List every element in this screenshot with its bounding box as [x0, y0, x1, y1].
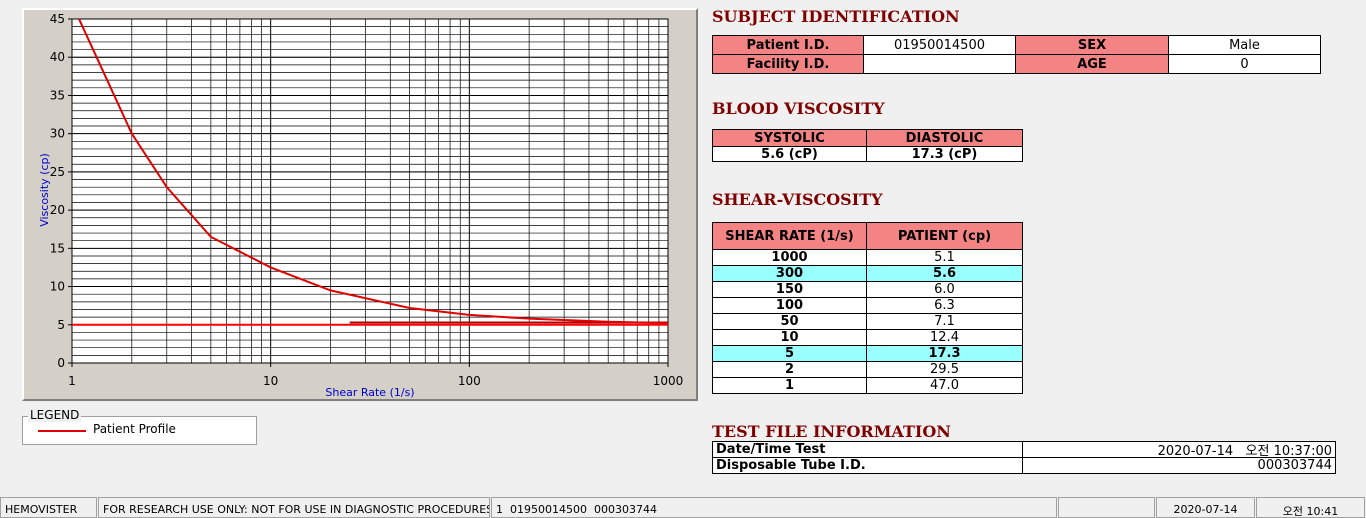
- table-cell: 6.3: [866, 297, 1023, 314]
- data-line: [77, 19, 668, 325]
- chart: Shear Rate (1/s) Viscosity (cp) 0 5 10 15 20…: [38, 12, 684, 399]
- table-cell: 100: [712, 297, 867, 314]
- row-header: AGE: [1015, 54, 1169, 74]
- x-tick-label: 100: [458, 374, 481, 388]
- table-cell: 10: [712, 329, 867, 346]
- table-cell: 47.0: [866, 377, 1023, 394]
- y-tick-label: 30: [50, 127, 65, 141]
- status-panel: 오전 10:41: [1256, 497, 1365, 518]
- table-cell: 6.0: [866, 281, 1023, 298]
- section-title: BLOOD VISCOSITY: [712, 99, 885, 118]
- table-cell: 17.3: [866, 345, 1023, 362]
- table-cell: 50: [712, 313, 867, 330]
- x-axis-label: Shear Rate (1/s): [325, 386, 414, 399]
- y-tick-label: 35: [50, 88, 65, 102]
- column-header: PATIENT (cp): [866, 222, 1023, 250]
- x-tick-label: 10: [263, 374, 278, 388]
- table-cell: 000303744: [1022, 457, 1336, 474]
- table-cell: Disposable Tube I.D.: [712, 457, 1023, 474]
- table-cell: 2020-07-14 오전 10:37:00: [1022, 441, 1336, 458]
- table-cell: 0: [1168, 54, 1321, 74]
- legend-title: LEGEND: [28, 408, 82, 422]
- section-title: SHEAR-VISCOSITY: [712, 190, 883, 209]
- plot-area: [71, 18, 669, 364]
- status-panel: 2020-07-14: [1156, 497, 1255, 518]
- column-header: SYSTOLIC: [712, 129, 867, 147]
- section-title: SUBJECT IDENTIFICATION: [712, 7, 960, 26]
- row-header: Facility I.D.: [712, 54, 864, 74]
- table-cell: 5.1: [866, 249, 1023, 266]
- table-cell: 1000: [712, 249, 867, 266]
- table-cell: 2: [712, 361, 867, 378]
- table-cell: 17.3 (cP): [866, 146, 1023, 162]
- table-cell: Date/Time Test: [712, 441, 1023, 458]
- row-header: Patient I.D.: [712, 35, 864, 55]
- y-tick-label: 25: [50, 165, 65, 179]
- y-tick-label: 20: [50, 203, 65, 217]
- table-cell: 7.1: [866, 313, 1023, 330]
- table-cell: 01950014500: [863, 35, 1016, 55]
- table-cell: 150: [712, 281, 867, 298]
- y-axis-label: Viscosity (cp): [38, 153, 51, 227]
- column-header: SHEAR RATE (1/s): [712, 222, 867, 250]
- status-panel: HEMOVISTER: [0, 497, 97, 518]
- status-panel: [1058, 497, 1155, 518]
- table-cell: 29.5: [866, 361, 1023, 378]
- table-cell: [863, 54, 1016, 74]
- column-header: DIASTOLIC: [866, 129, 1023, 147]
- table-cell: 300: [712, 265, 867, 282]
- table-cell: Male: [1168, 35, 1321, 55]
- x-tick-label: 1: [68, 374, 76, 388]
- table-cell: 12.4: [866, 329, 1023, 346]
- row-header: SEX: [1015, 35, 1169, 55]
- y-tick-label: 40: [50, 50, 65, 64]
- y-tick-label: 5: [57, 318, 65, 332]
- legend-label: Patient Profile: [93, 422, 176, 436]
- table-cell: 5.6: [866, 265, 1023, 282]
- y-tick-label: 0: [57, 356, 65, 370]
- y-tick-label: 15: [50, 241, 65, 255]
- table-cell: 5: [712, 345, 867, 362]
- y-tick-label: 10: [50, 280, 65, 294]
- table-cell: 1: [712, 377, 867, 394]
- status-panel: 1 01950014500 000303744: [491, 497, 1057, 518]
- x-tick-label: 1000: [653, 374, 684, 388]
- legend-swatch: [38, 430, 86, 432]
- table-cell: 5.6 (cP): [712, 146, 867, 162]
- status-panel: FOR RESEARCH USE ONLY: NOT FOR USE IN DI…: [98, 497, 490, 518]
- y-tick-label: 45: [50, 12, 65, 26]
- section-title: TEST FILE INFORMATION: [712, 422, 951, 441]
